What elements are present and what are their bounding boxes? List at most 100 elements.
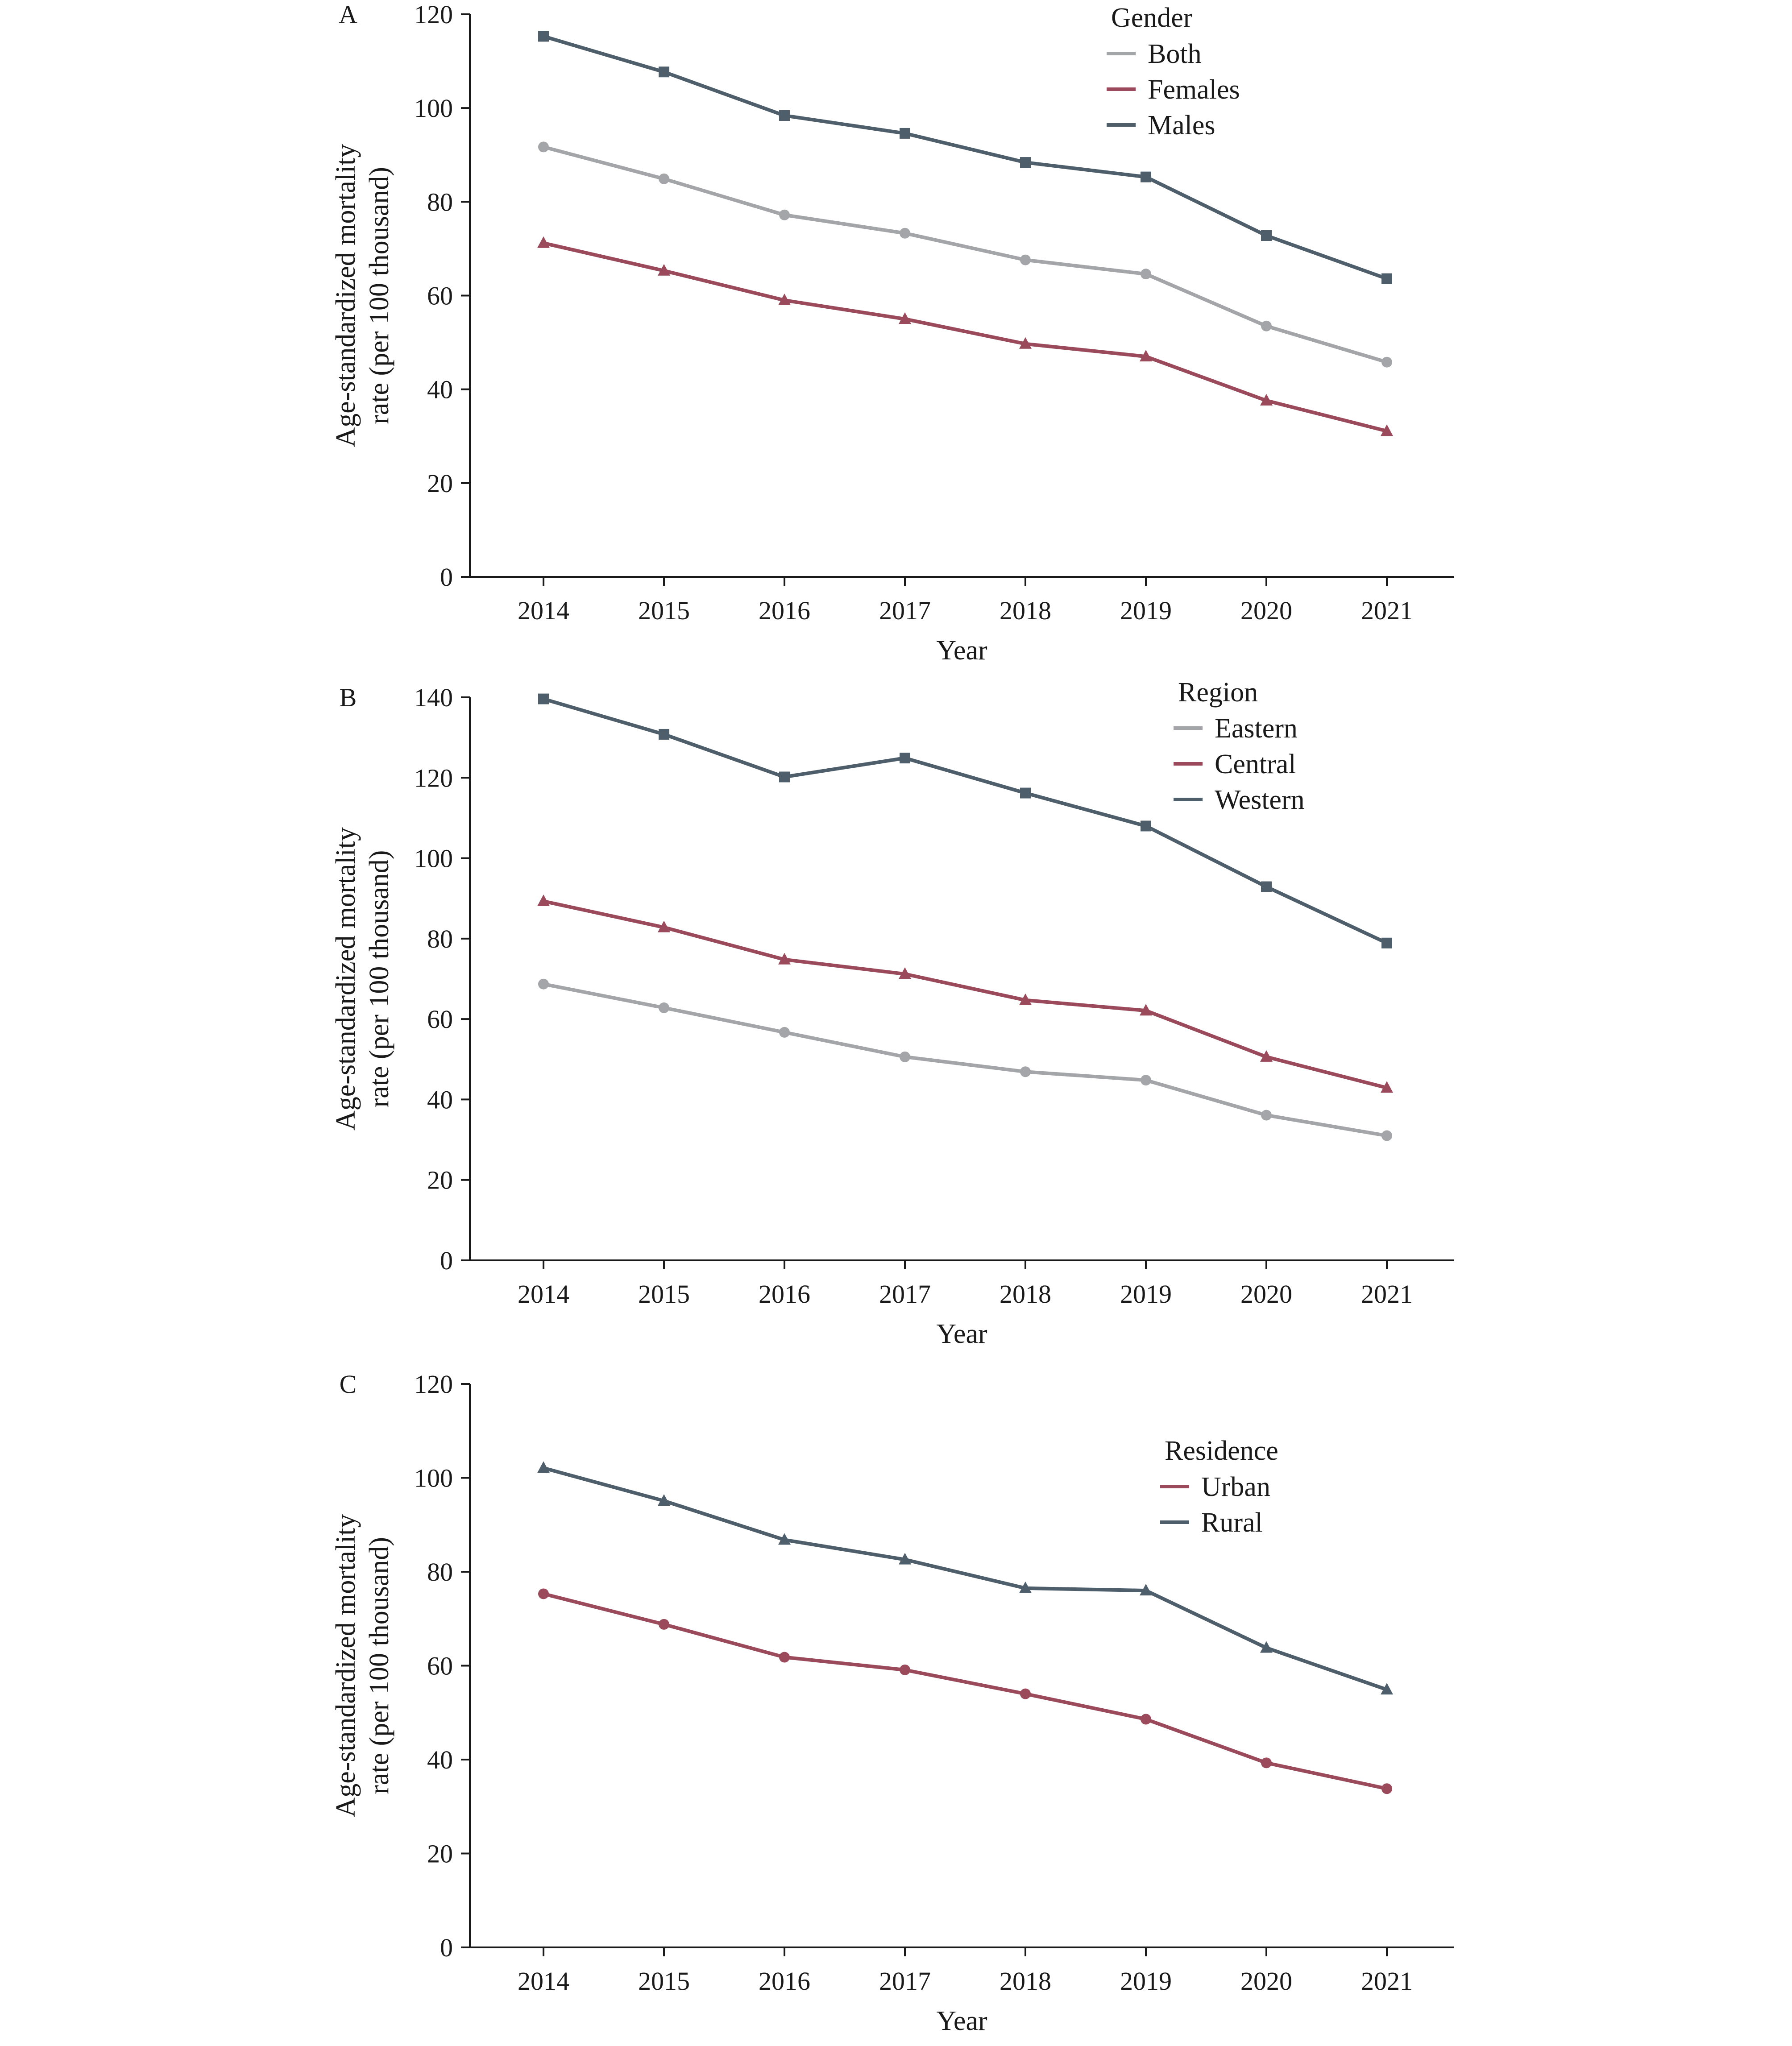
data-point (778, 1533, 791, 1545)
data-point (658, 920, 670, 932)
series-rural (537, 1461, 1393, 1695)
x-tick-label: 2017 (879, 596, 931, 625)
series-line (542, 1592, 1389, 1791)
y-axis-title-line-2: rate (per 100 thousand) (364, 850, 394, 1108)
data-point (1019, 1581, 1032, 1593)
data-point (1381, 1130, 1392, 1141)
x-tick-label: 2016 (759, 596, 810, 625)
x-tick-label: 2015 (638, 596, 690, 625)
x-tick-label: 2018 (1000, 596, 1051, 625)
legend-label: Females (1148, 75, 1240, 105)
y-tick-label: 40 (427, 1745, 453, 1774)
data-point (1140, 350, 1152, 362)
series-line (542, 982, 1389, 1138)
data-point (779, 771, 790, 783)
data-point (1020, 1688, 1031, 1699)
y-tick-label: 20 (427, 1839, 453, 1868)
series-line (542, 145, 1389, 364)
x-tick-label: 2019 (1120, 1280, 1172, 1309)
data-point (538, 978, 549, 990)
y-tick-label: 0 (440, 563, 453, 592)
data-point (658, 264, 670, 276)
series-urban (538, 1588, 1392, 1794)
y-axis-title-line-1: Age-standardized mortality (331, 1514, 361, 1817)
data-point (659, 66, 669, 78)
y-axis-title-line-1: Age-standardized mortality (331, 144, 361, 447)
legend-label: Central (1215, 749, 1296, 779)
data-point (1381, 1683, 1393, 1695)
data-point (1381, 937, 1392, 948)
y-tick-label: 60 (427, 282, 453, 311)
data-point (1381, 1783, 1392, 1794)
legend-label: Eastern (1215, 713, 1298, 744)
legend-label: Western (1215, 785, 1305, 815)
data-point (1020, 787, 1031, 799)
chart-panel-a: 0 20 40 60 80 100 120 2014 2015 2016 2017 2018 2019 2… (331, 0, 1454, 666)
y-axis-title-line-1: Age-standardized mortality (331, 827, 361, 1131)
y-tick-label: 0 (440, 1246, 453, 1275)
data-point (1141, 820, 1151, 832)
data-point (537, 895, 550, 907)
y-axis-title-line-2: rate (per 100 thousand) (364, 167, 394, 424)
legend-title: Residence (1165, 1436, 1278, 1466)
panel-letter: A (339, 0, 357, 29)
x-tick-label: 2014 (518, 1967, 569, 1996)
data-point (1260, 1050, 1273, 1062)
data-point (538, 31, 549, 42)
data-point (900, 1051, 910, 1062)
y-tick-label: 60 (427, 1005, 453, 1034)
data-point (658, 1494, 670, 1506)
y-tick-label: 0 (440, 1933, 453, 1962)
x-tick-label: 2015 (638, 1967, 690, 1996)
data-point (899, 967, 911, 979)
data-point (1019, 993, 1032, 1005)
data-point (900, 1664, 910, 1675)
data-point (1261, 230, 1272, 241)
data-point (1261, 1757, 1272, 1769)
y-axis-title-line-2: rate (per 100 thousand) (364, 1537, 394, 1794)
x-tick-label: 2021 (1361, 1280, 1413, 1309)
data-point (1020, 254, 1031, 265)
x-tick-label: 2018 (1000, 1280, 1051, 1309)
data-point (899, 312, 911, 324)
x-tick-label: 2018 (1000, 1967, 1051, 1996)
x-tick-label: 2016 (759, 1280, 810, 1309)
data-point (779, 1652, 790, 1663)
y-tick-label: 120 (414, 1370, 453, 1399)
legend: Gender Both Females Males (1107, 3, 1240, 141)
legend-title: Gender (1111, 3, 1193, 33)
x-axis-title: Year (936, 1319, 987, 1349)
y-tick-label: 80 (427, 924, 453, 953)
data-point (1140, 1004, 1152, 1016)
data-point (1141, 171, 1151, 182)
y-tick-label: 100 (414, 844, 453, 873)
y-tick-label: 60 (427, 1652, 453, 1681)
data-point (538, 693, 549, 704)
data-point (1141, 269, 1151, 280)
x-tick-label: 2020 (1240, 1967, 1292, 1996)
series-line (542, 34, 1389, 281)
y-tick-label: 40 (427, 375, 453, 404)
x-tick-label: 2021 (1361, 596, 1413, 625)
data-point (1381, 424, 1393, 436)
data-point (778, 953, 791, 965)
data-point (1019, 337, 1032, 349)
data-point (778, 294, 791, 306)
x-axis-title: Year (936, 635, 987, 666)
data-point (779, 1027, 790, 1038)
series-western (538, 693, 1392, 948)
legend-title: Region (1178, 677, 1258, 708)
x-tick-label: 2017 (879, 1280, 931, 1309)
y-tick-label: 120 (414, 763, 453, 792)
data-point (779, 209, 790, 220)
y-tick-label: 40 (427, 1085, 453, 1114)
data-point (900, 128, 910, 139)
data-point (1260, 1641, 1273, 1653)
data-point (900, 753, 910, 764)
series-both (538, 141, 1392, 368)
legend: Residence Urban Rural (1160, 1436, 1278, 1538)
data-point (659, 173, 669, 184)
data-point (538, 1588, 549, 1599)
data-point (659, 1002, 669, 1013)
